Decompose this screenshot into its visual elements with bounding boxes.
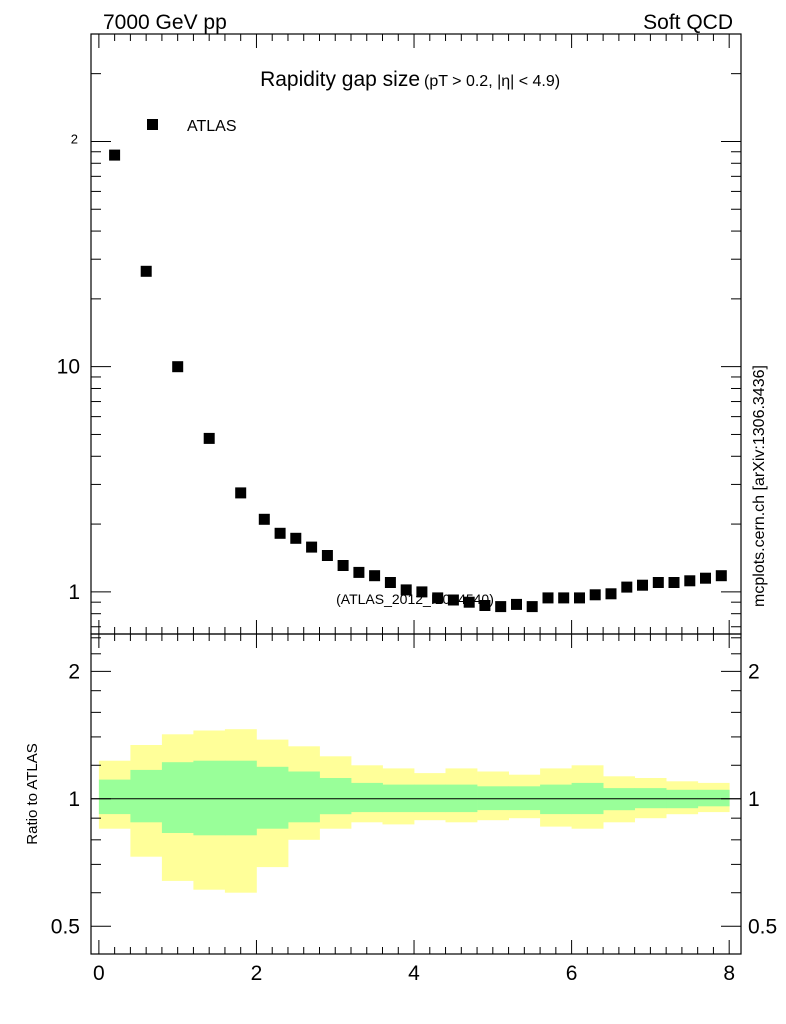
data-point (558, 592, 570, 604)
main-y-tick-label: 10 (57, 356, 80, 379)
data-point (542, 592, 554, 604)
ratio-axes: 0 2 4 6 8 0.5 0.5 1 1 2 2 (51, 634, 777, 985)
main-y-tick-label: 1 (68, 581, 80, 604)
main-data-points (109, 149, 727, 613)
green-band-bin (508, 786, 541, 811)
x-tick-label: 0 (93, 962, 105, 985)
x-tick-label: 2 (251, 962, 263, 985)
legend-marker-atlas (147, 119, 158, 130)
x-tick-label: 8 (723, 962, 735, 985)
data-point (479, 600, 491, 611)
green-band-bin (477, 786, 509, 811)
data-point (511, 598, 522, 610)
green-band-bin (697, 789, 730, 807)
green-band-bin (288, 771, 320, 823)
x-tick-label: 6 (566, 962, 578, 985)
data-point (463, 596, 475, 608)
green-band-bin (634, 788, 667, 809)
data-point (172, 361, 184, 373)
data-point (447, 594, 459, 606)
data-point (109, 149, 121, 161)
data-point (235, 487, 247, 499)
data-point (140, 265, 152, 277)
data-point (306, 541, 318, 553)
data-point (574, 592, 585, 604)
green-band-bin (319, 778, 352, 815)
ratio-y-tick-label-right: 2 (748, 660, 760, 683)
data-point (369, 570, 381, 582)
green-band-bin (130, 769, 163, 823)
green-band-bin (540, 784, 572, 815)
main-axes: 1 10 2 (57, 33, 741, 634)
main-y-tick-label: 2 (71, 131, 78, 146)
data-point (400, 584, 412, 596)
data-point (384, 577, 396, 588)
header-left: 7000 GeV pp (103, 11, 227, 34)
data-point (589, 589, 601, 601)
data-point (526, 601, 538, 613)
green-band-bin (193, 760, 226, 836)
green-band-bin (256, 766, 289, 829)
ratio-y-tick-label-left: 2 (68, 660, 80, 683)
green-band-bin (351, 782, 383, 813)
data-point (432, 592, 444, 604)
data-point (321, 550, 333, 561)
green-band-bin (98, 779, 131, 815)
data-point (353, 566, 365, 578)
data-point (203, 432, 215, 444)
ratio-y-tick-label-right: 0.5 (748, 915, 777, 938)
data-point (684, 575, 696, 587)
x-tick-label: 4 (408, 962, 420, 985)
data-point (700, 572, 711, 584)
data-point (290, 532, 302, 544)
main-title: Rapidity gap size (260, 68, 420, 91)
ratio-bands (98, 729, 730, 893)
data-point (337, 560, 349, 571)
data-point (637, 579, 648, 591)
reference-label: (ATLAS_2012_I1084540) (336, 591, 494, 607)
data-point (495, 601, 507, 613)
side-label: mcplots.cern.ch [arXiv:1306.3436] (751, 365, 768, 607)
data-point (274, 527, 286, 539)
header-right: Soft QCD (643, 11, 733, 34)
data-point (416, 586, 428, 598)
green-band-bin (224, 760, 257, 836)
ratio-y-tick-label-left: 1 (68, 788, 80, 811)
data-point (652, 577, 664, 588)
data-point (668, 577, 680, 588)
data-point (258, 513, 270, 525)
main-title-suffix: (pT > 0.2, |η| < 4.9) (424, 73, 560, 90)
ratio-frame (90, 633, 742, 955)
data-point (621, 581, 633, 593)
data-point (715, 570, 727, 582)
ratio-y-tick-label-left: 0.5 (51, 915, 80, 938)
ratio-ylabel: Ratio to ATLAS (24, 743, 41, 844)
data-point (605, 588, 617, 600)
ratio-y-tick-label-right: 1 (748, 788, 760, 811)
legend-label-atlas: ATLAS (187, 118, 237, 135)
green-band-bin (161, 762, 194, 833)
